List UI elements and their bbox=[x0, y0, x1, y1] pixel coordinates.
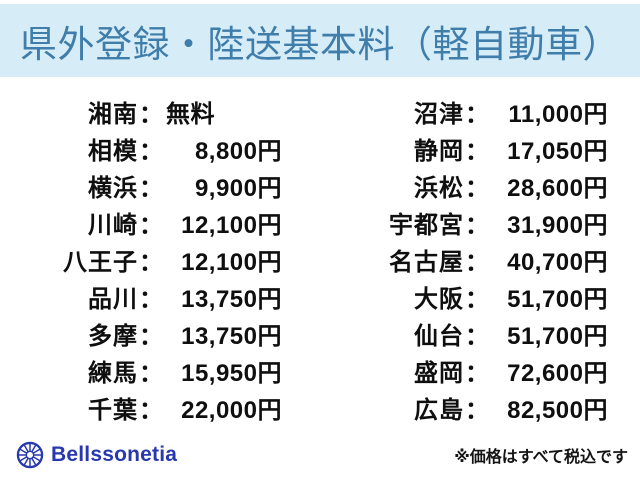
price-list: 湘南：無料 相模： 8,800円 横浜： 9,900円 川崎： 12,100円 八王子… bbox=[50, 93, 608, 426]
city-label: 宇都宮 bbox=[389, 212, 464, 239]
city-label: 相模 bbox=[88, 138, 138, 165]
price-column-left: 湘南：無料 相模： 8,800円 横浜： 9,900円 川崎： 12,100円 八王子… bbox=[50, 93, 284, 426]
colon-separator: ： bbox=[465, 360, 489, 387]
price-value: 51,700円 bbox=[507, 286, 608, 313]
price-row: 多摩： 13,750円 bbox=[50, 315, 284, 352]
city-label: 品川 bbox=[88, 286, 138, 313]
price-value: 51,700円 bbox=[507, 323, 608, 350]
city-label: 浜松 bbox=[414, 175, 464, 202]
colon-separator: ： bbox=[465, 212, 489, 239]
price-value: 8,800円 bbox=[194, 138, 282, 165]
price-row: 大阪： 51,700円 bbox=[376, 278, 608, 315]
city-label: 横浜 bbox=[88, 175, 138, 202]
city-label: 静岡 bbox=[414, 138, 464, 165]
colon-separator: ： bbox=[139, 101, 163, 128]
price-value: 72,600円 bbox=[507, 360, 608, 387]
price-value: 28,600円 bbox=[507, 175, 608, 202]
colon-separator: ： bbox=[139, 175, 163, 202]
price-value: 12,100円 bbox=[181, 249, 282, 276]
price-value: 無料 bbox=[166, 101, 215, 128]
tax-note: ※価格はすべて税込です bbox=[454, 449, 628, 466]
colon-separator: ： bbox=[139, 323, 163, 350]
colon-separator: ： bbox=[465, 286, 489, 313]
price-value: 13,750円 bbox=[181, 323, 282, 350]
brand-logo: Bellssonetia bbox=[16, 441, 177, 469]
colon-separator: ： bbox=[139, 360, 163, 387]
city-label: 盛岡 bbox=[414, 360, 464, 387]
city-label: 八王子 bbox=[63, 249, 138, 276]
price-row: 品川： 13,750円 bbox=[50, 278, 284, 315]
wheel-icon bbox=[16, 441, 44, 469]
colon-separator: ： bbox=[465, 323, 489, 350]
price-row: 湘南：無料 bbox=[50, 93, 284, 130]
city-label: 大阪 bbox=[414, 286, 464, 313]
price-row: 横浜： 9,900円 bbox=[50, 167, 284, 204]
price-row: 沼津： 11,000円 bbox=[376, 93, 608, 130]
footer: Bellssonetia ※価格はすべて税込です bbox=[0, 440, 640, 470]
price-value: 82,500円 bbox=[507, 397, 608, 424]
city-label: 名古屋 bbox=[389, 249, 464, 276]
brand-name: Bellssonetia bbox=[51, 443, 178, 466]
price-row: 川崎： 12,100円 bbox=[50, 204, 284, 241]
colon-separator: ： bbox=[465, 175, 489, 202]
city-label: 仙台 bbox=[414, 323, 464, 350]
price-row: 仙台： 51,700円 bbox=[376, 315, 608, 352]
price-value: 22,000円 bbox=[181, 397, 282, 424]
price-row: 宇都宮： 31,900円 bbox=[376, 204, 608, 241]
price-row: 千葉： 22,000円 bbox=[50, 389, 284, 426]
price-row: 静岡： 17,050円 bbox=[376, 130, 608, 167]
colon-separator: ： bbox=[465, 397, 489, 424]
price-value: 12,100円 bbox=[181, 212, 282, 239]
page-title: 県外登録・陸送基本料（軽自動車） bbox=[20, 23, 620, 65]
colon-separator: ： bbox=[465, 249, 489, 276]
price-value: 40,700円 bbox=[507, 249, 608, 276]
price-column-right: 沼津： 11,000円 静岡： 17,050円 浜松： 28,600円 宇都宮： 31,… bbox=[376, 93, 608, 426]
price-value: 15,950円 bbox=[181, 360, 282, 387]
price-row: 名古屋： 40,700円 bbox=[376, 241, 608, 278]
colon-separator: ： bbox=[139, 138, 163, 165]
city-label: 沼津 bbox=[414, 101, 464, 128]
price-row: 盛岡： 72,600円 bbox=[376, 352, 608, 389]
colon-separator: ： bbox=[139, 212, 163, 239]
price-row: 浜松： 28,600円 bbox=[376, 167, 608, 204]
price-value: 9,900円 bbox=[194, 175, 282, 202]
city-label: 多摩 bbox=[88, 323, 138, 350]
city-label: 川崎 bbox=[88, 212, 138, 239]
price-value: 31,900円 bbox=[507, 212, 608, 239]
price-row: 八王子： 12,100円 bbox=[50, 241, 284, 278]
price-row: 相模： 8,800円 bbox=[50, 130, 284, 167]
city-label: 練馬 bbox=[88, 360, 138, 387]
city-label: 湘南 bbox=[88, 101, 138, 128]
colon-separator: ： bbox=[465, 138, 489, 165]
colon-separator: ： bbox=[465, 101, 489, 128]
price-value: 13,750円 bbox=[181, 286, 282, 313]
price-row: 広島： 82,500円 bbox=[376, 389, 608, 426]
city-label: 広島 bbox=[414, 397, 464, 424]
price-row: 練馬： 15,950円 bbox=[50, 352, 284, 389]
colon-separator: ： bbox=[139, 249, 163, 276]
price-value: 11,000円 bbox=[508, 101, 608, 128]
header-band: 県外登録・陸送基本料（軽自動車） bbox=[0, 4, 640, 77]
colon-separator: ： bbox=[139, 286, 163, 313]
city-label: 千葉 bbox=[88, 397, 138, 424]
price-value: 17,050円 bbox=[507, 138, 608, 165]
colon-separator: ： bbox=[139, 397, 163, 424]
